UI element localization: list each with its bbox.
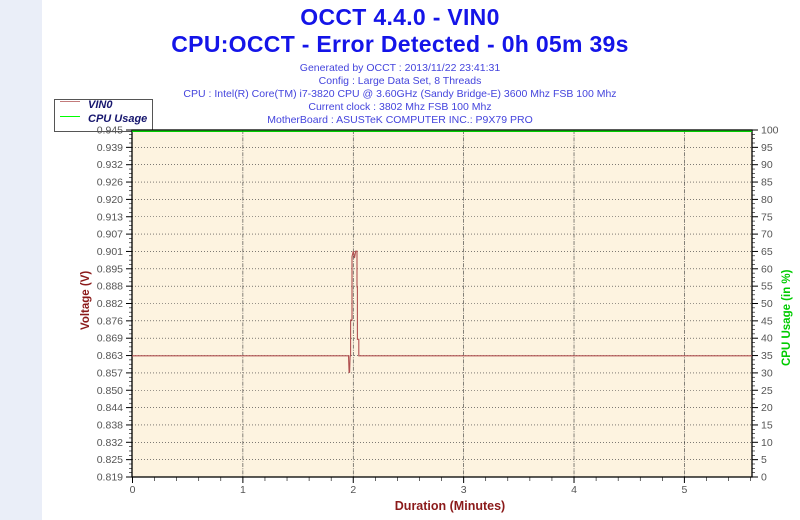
svg-text:0.844: 0.844 [97, 402, 123, 414]
svg-text:10: 10 [761, 437, 773, 449]
svg-text:2: 2 [350, 484, 356, 496]
svg-text:0.876: 0.876 [97, 315, 123, 327]
svg-text:0.920: 0.920 [97, 194, 123, 206]
svg-text:0.819: 0.819 [97, 472, 123, 484]
svg-text:0.888: 0.888 [97, 281, 123, 293]
svg-text:85: 85 [761, 177, 773, 189]
svg-text:0.882: 0.882 [97, 298, 123, 310]
svg-text:3: 3 [461, 484, 467, 496]
svg-text:40: 40 [761, 333, 773, 345]
svg-text:75: 75 [761, 211, 773, 223]
svg-text:0.913: 0.913 [97, 211, 123, 223]
svg-text:100: 100 [761, 125, 779, 137]
svg-text:20: 20 [761, 402, 773, 414]
svg-text:4: 4 [571, 484, 577, 496]
svg-text:70: 70 [761, 229, 773, 241]
svg-text:35: 35 [761, 350, 773, 362]
svg-text:90: 90 [761, 159, 773, 171]
svg-text:0.926: 0.926 [97, 177, 123, 189]
svg-text:0.932: 0.932 [97, 159, 123, 171]
svg-text:65: 65 [761, 246, 773, 258]
svg-text:15: 15 [761, 419, 773, 431]
svg-text:95: 95 [761, 142, 773, 154]
svg-text:0.901: 0.901 [97, 246, 123, 258]
svg-text:0.895: 0.895 [97, 263, 123, 275]
svg-text:0.869: 0.869 [97, 333, 123, 345]
svg-text:0.907: 0.907 [97, 229, 123, 241]
svg-text:60: 60 [761, 263, 773, 275]
svg-text:0.838: 0.838 [97, 419, 123, 431]
svg-text:0.825: 0.825 [97, 454, 123, 466]
svg-text:1: 1 [240, 484, 246, 496]
svg-text:5: 5 [681, 484, 687, 496]
svg-text:0.945: 0.945 [97, 125, 123, 137]
svg-text:0.832: 0.832 [97, 437, 123, 449]
svg-text:5: 5 [761, 454, 767, 466]
svg-text:45: 45 [761, 315, 773, 327]
svg-text:0.939: 0.939 [97, 142, 123, 154]
svg-text:0.850: 0.850 [97, 385, 123, 397]
svg-text:25: 25 [761, 385, 773, 397]
svg-text:55: 55 [761, 281, 773, 293]
svg-text:80: 80 [761, 194, 773, 206]
svg-text:0.863: 0.863 [97, 350, 123, 362]
svg-text:30: 30 [761, 367, 773, 379]
svg-text:0: 0 [761, 472, 767, 484]
svg-text:0: 0 [130, 484, 136, 496]
svg-text:50: 50 [761, 298, 773, 310]
svg-text:0.857: 0.857 [97, 367, 123, 379]
